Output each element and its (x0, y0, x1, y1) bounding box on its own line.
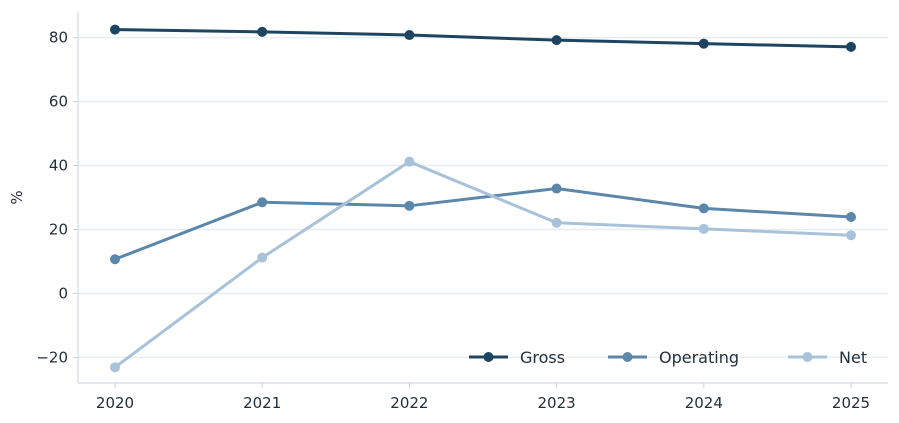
y-tick-labels: −20 0 20 40 60 80 (36, 29, 78, 366)
data-point-net (551, 217, 562, 228)
series-line-gross (113, 28, 853, 49)
series-net (110, 156, 856, 373)
series (110, 24, 856, 373)
data-point-gross (110, 24, 120, 35)
data-point-gross (257, 26, 268, 37)
series-operating (110, 183, 856, 265)
series-gross (110, 24, 856, 52)
y-tick-label: 60 (49, 93, 68, 111)
x-tick-label: 2021 (243, 394, 281, 412)
legend-swatch-marker (483, 352, 494, 362)
data-point-net (698, 223, 709, 234)
legend-item-operating: Operating (608, 348, 739, 367)
legend-label: Gross (520, 348, 565, 367)
data-point-gross (404, 30, 415, 41)
axes (77, 12, 888, 384)
y-axis-title: % (8, 190, 26, 204)
x-tick-label: 2024 (685, 394, 723, 412)
y-tick-label: 20 (49, 220, 68, 238)
data-point-net (404, 156, 415, 167)
data-point-gross (551, 35, 562, 46)
legend-item-gross: Gross (469, 348, 565, 367)
legend-swatch-marker (802, 352, 813, 362)
x-tick-label: 2025 (832, 394, 870, 412)
y-tick-label: 0 (58, 284, 68, 302)
y-tick-label: 40 (49, 157, 68, 175)
data-point-operating (698, 203, 709, 214)
y-tick-label: −20 (36, 348, 68, 366)
data-point-gross (846, 41, 856, 52)
x-tick-labels: 2020 2021 2022 2023 2024 2025 (96, 383, 870, 412)
data-point-operating (846, 212, 856, 223)
legend-swatch-marker (622, 352, 633, 362)
legend-label: Net (839, 348, 867, 367)
x-tick-label: 2023 (538, 394, 576, 412)
x-tick-label: 2020 (96, 394, 134, 412)
y-tick-label: 80 (49, 29, 68, 47)
data-point-operating (257, 197, 268, 208)
data-point-net (110, 362, 120, 373)
series-line-operating (113, 187, 853, 261)
data-point-operating (404, 200, 415, 211)
legend: Gross Operating Net (469, 348, 867, 367)
data-point-net (257, 252, 268, 263)
data-point-operating (110, 254, 120, 265)
legend-item-net: Net (788, 348, 867, 367)
x-tick-label: 2022 (390, 394, 428, 412)
series-line-net (113, 160, 853, 369)
data-point-operating (551, 183, 562, 194)
data-point-net (846, 230, 856, 241)
data-point-gross (698, 38, 709, 49)
legend-label: Operating (659, 348, 739, 367)
